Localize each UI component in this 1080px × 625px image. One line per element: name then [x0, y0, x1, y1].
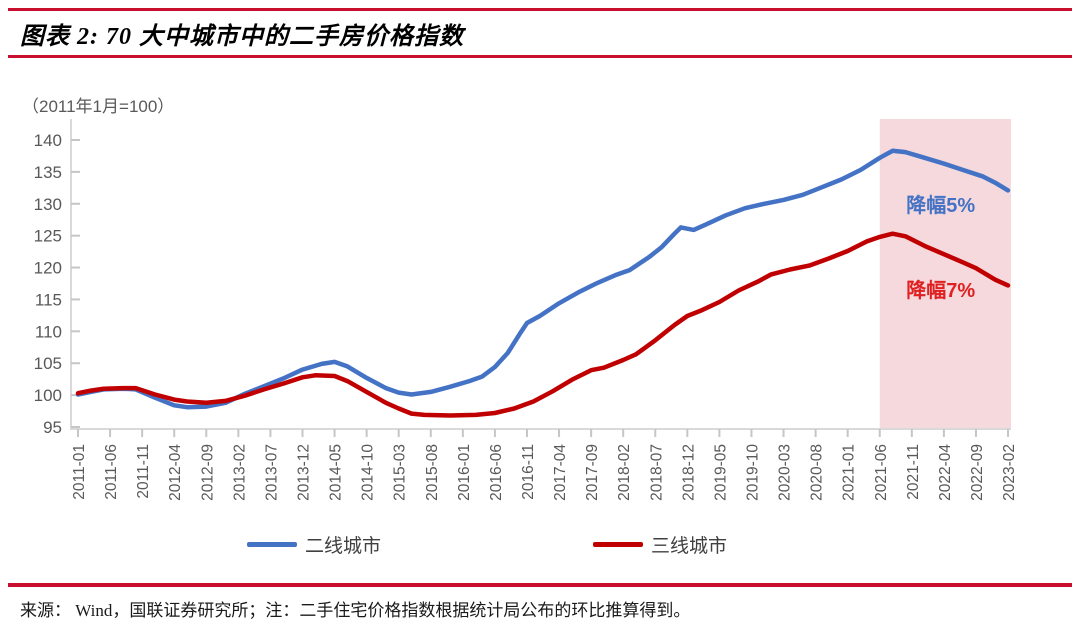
x-axis-tick-label: 2017-04: [552, 444, 569, 501]
top-red-rule: [8, 8, 1072, 11]
x-axis-tick-label: 2020-08: [809, 444, 826, 501]
line-series-second-tier: [75, 148, 1011, 410]
x-axis-tick-label: 2013-07: [263, 444, 280, 501]
chart-legend: 二线城市 三线城市: [247, 531, 727, 558]
annotation-decline-5pct: 降幅5%: [906, 193, 975, 217]
y-axis-tick-label: 100: [34, 386, 62, 405]
x-axis-tick-label: 2016-01: [456, 444, 473, 501]
chart-title: 图表 2: 70 大中城市中的二手房价格指数: [20, 24, 464, 50]
source-note: 来源： Wind，国联证券研究所；注：二手住宅价格指数根据统计局公布的环比推算得…: [20, 601, 691, 620]
legend-label-second-tier: 二线城市: [305, 536, 382, 557]
x-axis-tick-label: 2022-09: [969, 444, 986, 501]
x-axis-tick-label: 2016-11: [520, 444, 537, 500]
x-axis-tick-label: 2020-03: [777, 444, 794, 501]
y-axis-tick-label: 125: [34, 227, 62, 246]
legend-label-third-tier: 三线城市: [651, 536, 728, 557]
x-axis-tick-label: 2013-12: [295, 444, 312, 501]
x-axis-tick-label: 2021-01: [841, 444, 858, 501]
annotation-decline-7pct: 降幅7%: [906, 278, 975, 302]
legend-item-second-tier[interactable]: 二线城市: [247, 531, 381, 558]
y-axis-tick-label: 115: [35, 290, 62, 309]
x-axis-tick-label: 2015-03: [392, 444, 409, 501]
x-axis-tick-label: 2023-02: [1001, 444, 1018, 501]
third-tier-line-swatch: [593, 542, 644, 547]
footer-red-rule: [8, 583, 1072, 587]
x-axis-tick-label: 2018-02: [616, 444, 633, 501]
x-axis-tick-label: 2016-06: [488, 444, 505, 501]
x-axis-tick-label: 2021-11: [905, 444, 922, 500]
line-series-third-tier: [75, 231, 1011, 418]
y-axis-tick-label: 110: [35, 322, 62, 341]
x-axis-tick-label: 2012-09: [199, 444, 216, 501]
x-axis-tick-label: 2014-10: [360, 444, 377, 501]
x-axis-tick-label: 2015-08: [424, 444, 441, 501]
x-axis-tick-label: 2019-05: [712, 444, 729, 501]
second-tier-line-swatch: [247, 542, 297, 547]
x-axis-tick-label: 2011-01: [71, 444, 88, 500]
x-axis-tick-label: 2011-06: [103, 444, 120, 500]
y-axis-tick-label: 95: [43, 418, 62, 437]
y-axis-tick-label: 140: [34, 131, 62, 150]
axis-unit-note: （2011年1月=100）: [22, 97, 175, 116]
x-axis-tick-label: 2017-09: [584, 444, 601, 501]
legend-item-third-tier[interactable]: 三线城市: [593, 531, 727, 558]
x-axis-tick-label: 2011-11: [135, 444, 152, 499]
x-axis-tick-label: 2012-04: [167, 444, 184, 501]
x-axis-tick-label: 2019-10: [744, 444, 761, 501]
x-axis-tick-label: 2018-12: [680, 444, 697, 501]
x-axis-tick-label: 2014-05: [328, 444, 345, 501]
x-axis-tick-label: 2013-02: [231, 444, 248, 501]
y-axis-tick-label: 135: [34, 163, 62, 182]
x-axis-tick-label: 2021-06: [873, 444, 890, 501]
y-axis-tick-label: 130: [34, 195, 62, 214]
x-axis-tick-label: 2018-07: [648, 444, 665, 501]
x-axis-tick-label: 2022-04: [937, 444, 954, 501]
y-axis-tick-label: 120: [34, 259, 62, 278]
title-underline-rule: [8, 55, 1072, 58]
y-axis-tick-label: 105: [34, 354, 62, 373]
